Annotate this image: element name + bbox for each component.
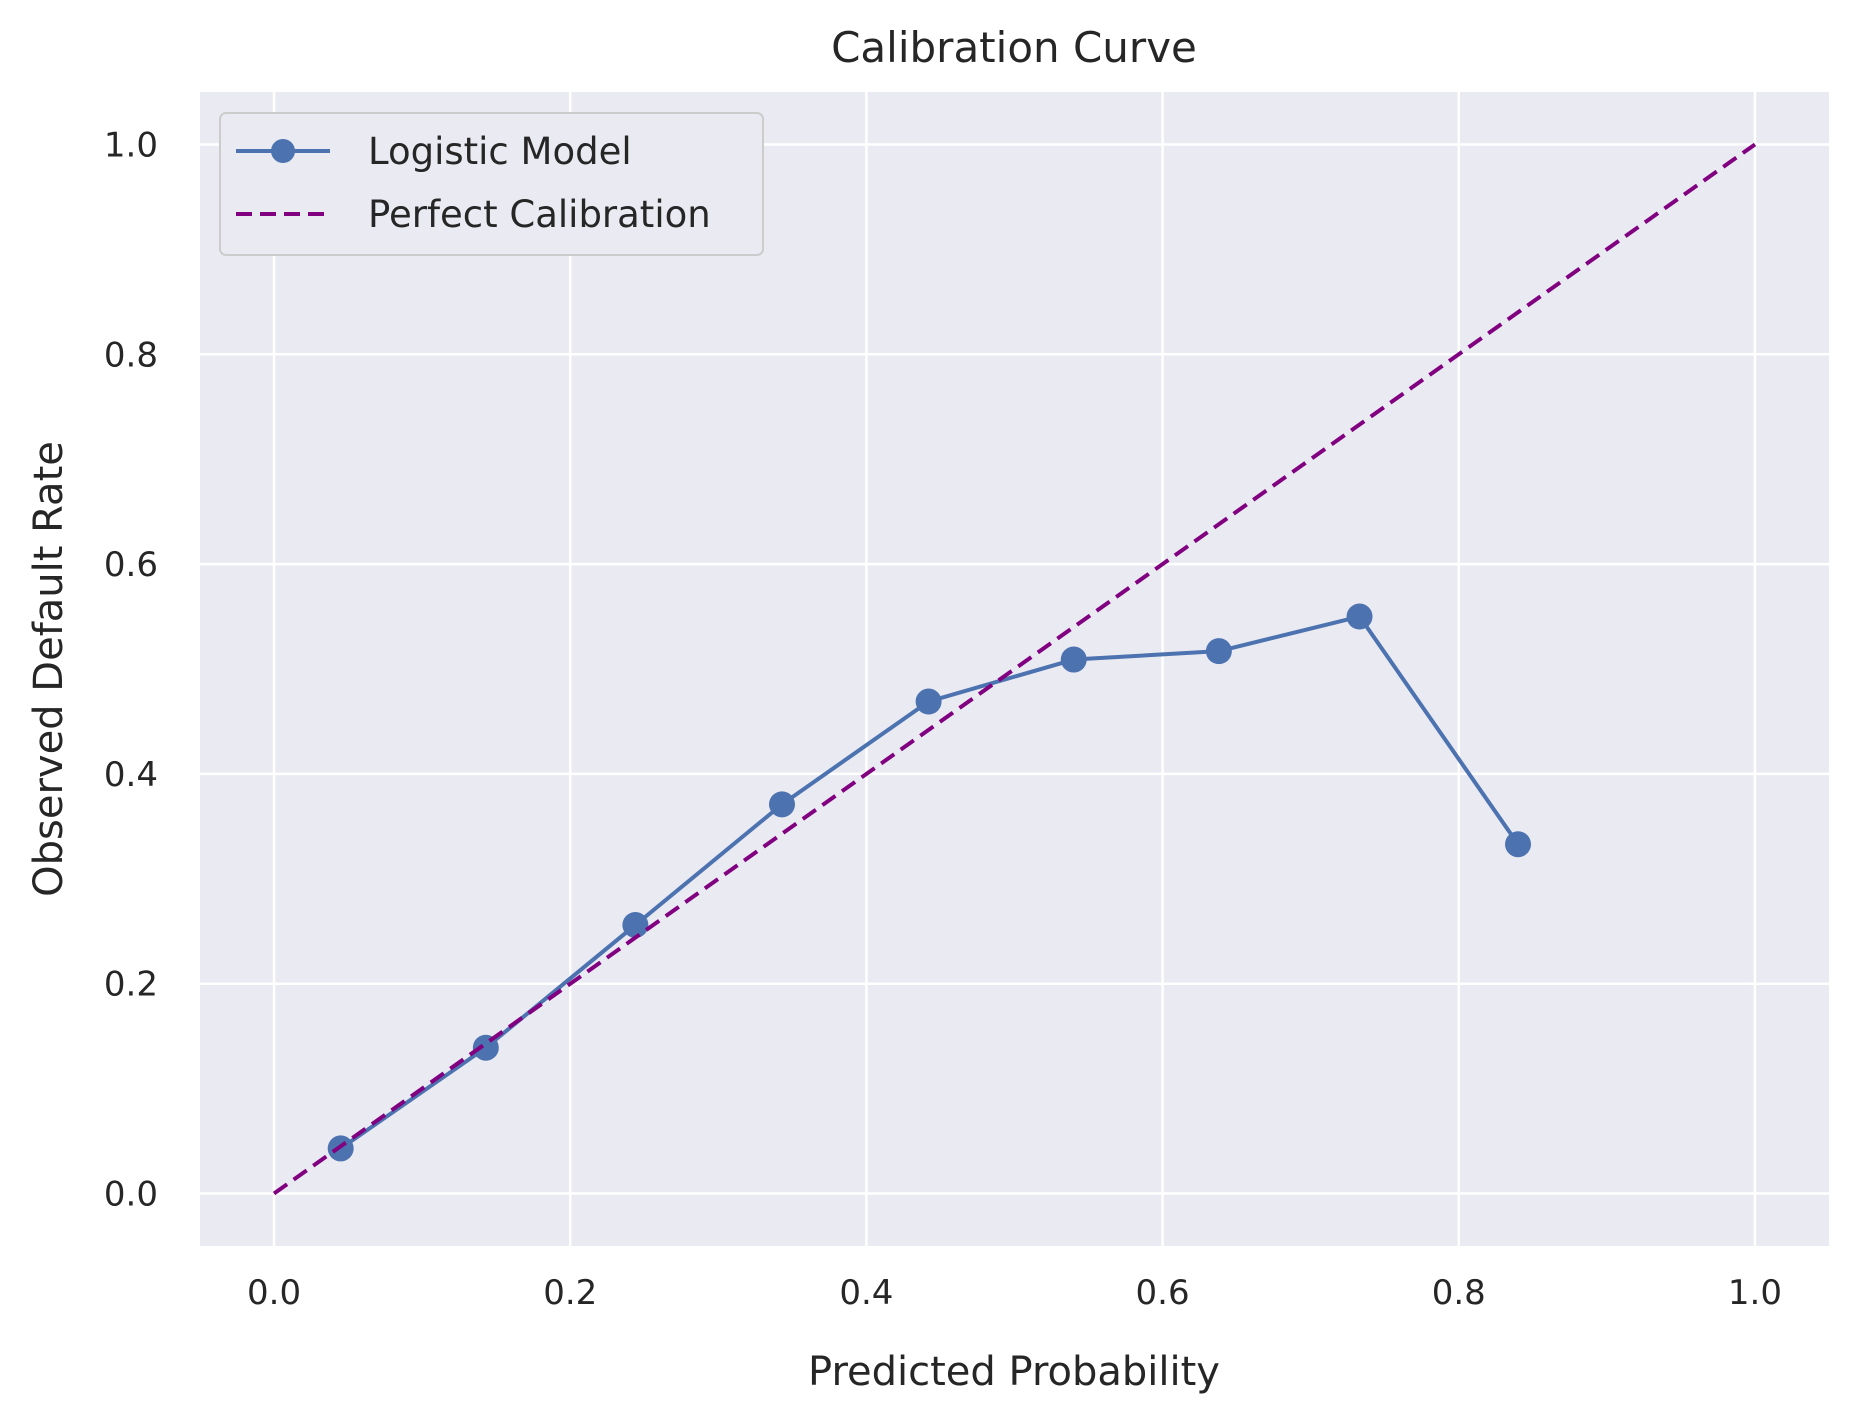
x-tick-label: 1.0: [1728, 1273, 1782, 1313]
y-tick-label: 0.8: [104, 335, 158, 375]
x-tick-label: 0.2: [543, 1273, 597, 1313]
legend: Logistic Model Perfect Calibration: [219, 112, 764, 256]
y-tick-label: 1.0: [104, 125, 158, 165]
y-tick-label: 0.0: [104, 1175, 158, 1215]
x-tick-labels: 0.0 0.2 0.4 0.6 0.8 1.0: [247, 1273, 1782, 1313]
data-point-logistic-model: [1346, 603, 1373, 630]
x-tick-label: 0.6: [1136, 1273, 1190, 1313]
series-line-perfect-calibration: [272, 142, 1757, 1196]
data-point-logistic-model: [1505, 831, 1532, 858]
x-tick-label: 0.4: [839, 1273, 893, 1313]
y-tick-label: 0.4: [104, 755, 158, 795]
plot-area: [200, 92, 1829, 1246]
legend-label-perfect-calibration: Perfect Calibration: [368, 193, 711, 236]
data-point-logistic-model: [1205, 638, 1232, 665]
legend-marker-logistic-model: [271, 139, 295, 163]
x-tick-label: 0.0: [247, 1273, 301, 1313]
y-tick-label: 0.2: [104, 965, 158, 1005]
y-tick-label: 0.6: [104, 545, 158, 585]
data-point-logistic-model: [915, 688, 942, 715]
y-tick-labels: 0.0 0.2 0.4 0.6 0.8 1.0: [104, 125, 158, 1214]
data-point-logistic-model: [768, 791, 795, 818]
legend-label-logistic-model: Logistic Model: [368, 130, 632, 173]
y-axis-label: Observed Default Rate: [26, 441, 72, 897]
series-layer: [272, 142, 1757, 1196]
data-point-logistic-model: [1060, 646, 1087, 673]
data-point-logistic-model: [622, 911, 649, 938]
legend-box: [219, 112, 764, 256]
x-axis-label: Predicted Probability: [808, 1349, 1220, 1395]
chart-title: Calibration Curve: [831, 23, 1197, 72]
x-tick-label: 0.8: [1432, 1273, 1486, 1313]
